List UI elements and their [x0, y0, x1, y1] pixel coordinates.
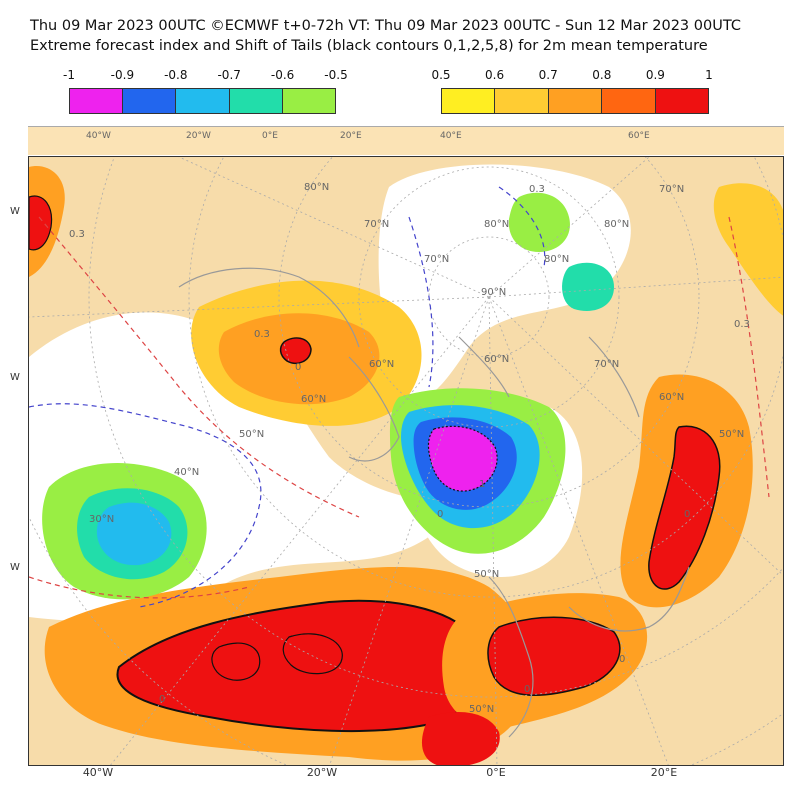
chart-title: Thu 09 Mar 2023 00UTC ©ECMWF t+0-72h VT:… [30, 18, 741, 34]
lat-label: 80°N [484, 219, 509, 230]
lat-label: 50°N [474, 569, 499, 580]
lat-label: 80°N [544, 254, 569, 265]
contour-label: 0 [619, 654, 625, 665]
lat-label: 70°N [594, 359, 619, 370]
contour-label: 0 [437, 509, 443, 520]
graticule [29, 157, 783, 765]
greenland-extreme-spot [279, 337, 312, 365]
lat-label: 60°N [369, 359, 394, 370]
legend-swatch [495, 89, 549, 113]
lat-label: 60°N [659, 392, 684, 403]
lat-label: 50°N [719, 429, 744, 440]
legend-swatch [282, 89, 336, 113]
legend-tick: -0.7 [217, 68, 241, 82]
legend-tick: 0.9 [645, 68, 665, 82]
bottom-lon-label: 0°E [486, 766, 506, 779]
russia-extreme-cold [427, 425, 498, 492]
atlantic-cold-core [96, 502, 172, 566]
side-lon-label: W [10, 562, 20, 573]
legend-negative: -1 -0.9 -0.8 -0.7 -0.6 -0.5 [63, 68, 348, 118]
lat-label: 70°N [364, 219, 389, 230]
lat-label: 50°N [239, 429, 264, 440]
side-lon-label: W [10, 372, 20, 383]
contour-label: 0 [684, 509, 690, 520]
legend-tick: 1 [705, 68, 713, 82]
legend-swatch [176, 89, 230, 113]
contour-label: 0.3 [734, 319, 750, 330]
lat-label: 40°N [174, 467, 199, 478]
strip-lon-label: 40°E [440, 131, 462, 141]
legend-negative-bar [69, 88, 336, 114]
strip-lon-label: 20°W [186, 131, 211, 141]
legend-positive: 0.5 0.6 0.7 0.8 0.9 1 [431, 68, 713, 118]
west-edge-extreme [29, 195, 53, 251]
legend-swatch [442, 89, 496, 113]
contour-label: 0 [524, 684, 530, 695]
lat-label: 30°N [89, 514, 114, 525]
lat-label: 60°N [484, 354, 509, 365]
arctic-cold-patch-1 [508, 192, 570, 252]
atlantic-contour-2 [282, 633, 343, 675]
mediterranean-extreme [421, 712, 500, 765]
bottom-lon-label: 20°E [650, 766, 678, 779]
legend-swatch [123, 89, 177, 113]
efi-map: 0.3 0.3 0.3 0.3 0 0 1 0 0 0 0 80°N 70°N … [28, 156, 784, 766]
lat-label: 80°N [604, 219, 629, 230]
contour-label: 0.3 [529, 184, 545, 195]
legend-tick: -1 [63, 68, 75, 82]
bottom-lon-label: 40°W [82, 766, 114, 779]
legend-tick: 0.8 [592, 68, 612, 82]
side-lon-label: W [10, 206, 20, 217]
legend-swatch [655, 89, 709, 113]
bottom-lon-label: 20°W [306, 766, 338, 779]
legend-swatch [602, 89, 656, 113]
europe-extreme-zone [487, 616, 621, 696]
contour-label: 0 [159, 694, 165, 705]
lat-label: 90°N [481, 287, 506, 298]
legend-swatch [548, 89, 603, 113]
legend-tick: 0.7 [538, 68, 558, 82]
legend-positive-bar [441, 88, 709, 114]
dashed-contours [29, 186, 770, 608]
top-map-strip [28, 126, 784, 155]
contour-label: 0.3 [254, 329, 270, 340]
contour-label: 1 [479, 479, 485, 490]
coastlines [178, 267, 690, 738]
chart-subtitle: Extreme forecast index and Shift of Tail… [30, 38, 708, 54]
strip-lon-label: 60°E [628, 131, 650, 141]
legend-swatch [70, 89, 124, 113]
atlantic-contour-1 [211, 642, 261, 681]
contour-label: 0 [295, 362, 301, 373]
legend-tick: -0.5 [324, 68, 348, 82]
legend-tick: 0.6 [485, 68, 505, 82]
contour-label: 0.3 [69, 229, 85, 240]
lat-label: 80°N [304, 182, 329, 193]
lat-label: 50°N [469, 704, 494, 715]
lat-label: 60°N [301, 394, 326, 405]
map-canvas: 0.3 0.3 0.3 0.3 0 0 1 0 0 0 0 80°N 70°N … [29, 157, 783, 765]
lat-label: 70°N [659, 184, 684, 195]
strip-lon-label: 20°E [340, 131, 362, 141]
legend-tick: -0.9 [110, 68, 135, 82]
northeast-warm [713, 183, 783, 316]
legend-swatch [229, 89, 283, 113]
strip-lon-label: 40°W [86, 131, 111, 141]
lat-label: 70°N [424, 254, 449, 265]
legend-tick: -0.6 [270, 68, 295, 82]
legend-tick: -0.8 [164, 68, 188, 82]
east-extreme-band [648, 425, 721, 590]
arctic-cold-patch-2 [562, 262, 614, 311]
strip-lon-label: 0°E [262, 131, 278, 141]
legend-tick: 0.5 [431, 68, 451, 82]
